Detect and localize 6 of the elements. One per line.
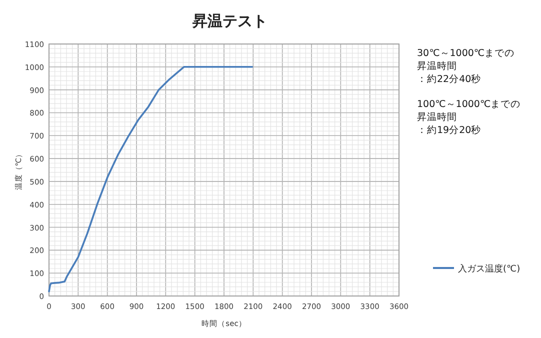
text: 100℃～1000℃までの昇温時間 — [417, 98, 522, 124]
legend-label: 入ガス温度(℃) — [458, 264, 520, 274]
text: ：約22分40秒 — [417, 73, 482, 86]
text: ：約19分20秒 — [417, 124, 482, 137]
text: 30℃～1000℃までの昇温時間 — [417, 47, 516, 73]
chart-title: 昇温テスト — [192, 12, 268, 30]
